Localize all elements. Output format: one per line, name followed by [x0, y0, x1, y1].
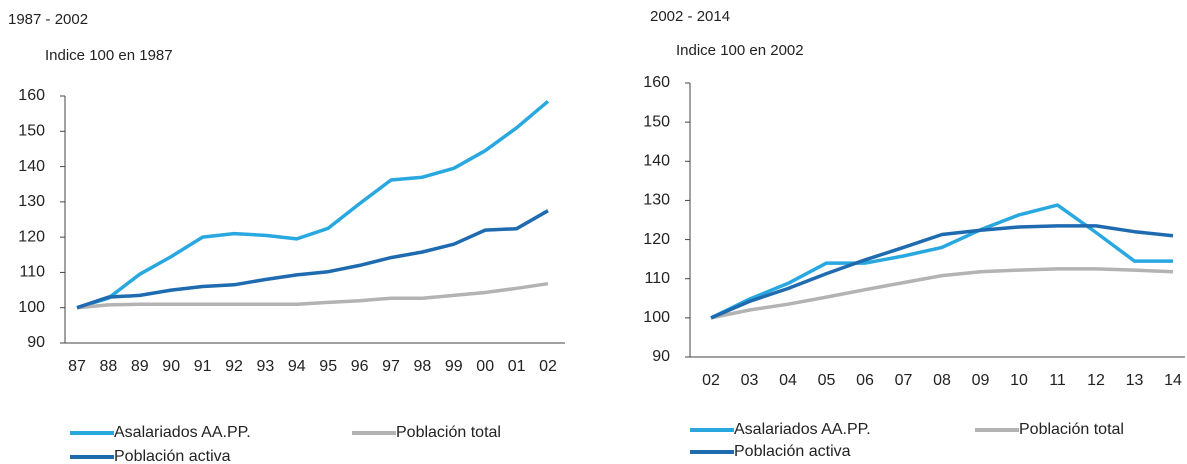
- x-tick-label: 06: [856, 372, 874, 389]
- legend-label: Población total: [1019, 421, 1124, 438]
- x-tick-label: 02: [539, 358, 557, 375]
- y-tick-label: 110: [644, 270, 670, 287]
- x-tick-label: 01: [508, 358, 526, 375]
- y-tick-label: 150: [18, 123, 45, 140]
- x-tick-label: 99: [445, 358, 463, 375]
- x-tick-label: 13: [1126, 372, 1144, 389]
- x-tick-label: 11: [1049, 372, 1066, 389]
- x-tick-label: 90: [162, 358, 180, 375]
- x-tick-label: 89: [131, 358, 149, 375]
- x-tick-label: 00: [476, 358, 494, 375]
- legend-label: Asalariados AA.PP.: [734, 421, 871, 438]
- legend-label: Asalariados AA.PP.: [114, 424, 251, 441]
- x-tick-label: 03: [741, 372, 759, 389]
- x-tick-label: 88: [100, 358, 118, 375]
- y-tick-label: 110: [19, 264, 45, 281]
- series-line: [76, 281, 549, 310]
- chart-subtitle: Indice 100 en 2002: [676, 42, 804, 59]
- x-tick-label: 92: [225, 358, 243, 375]
- x-tick-label: 87: [68, 358, 86, 375]
- y-tick-label: 130: [643, 192, 670, 209]
- x-tick-label: 97: [382, 358, 400, 375]
- y-tick-label: 90: [27, 334, 45, 351]
- series-line: [710, 267, 1174, 320]
- x-tick-label: 04: [779, 372, 797, 389]
- y-tick-label: 100: [18, 299, 45, 316]
- legend-label: Población activa: [114, 448, 231, 464]
- y-tick-label: 150: [643, 113, 670, 130]
- series-line: [76, 99, 550, 310]
- chart-subtitle: Indice 100 en 1987: [45, 47, 173, 64]
- x-tick-label: 91: [194, 358, 212, 375]
- y-tick-label: 160: [18, 87, 45, 104]
- y-tick-label: 160: [643, 74, 670, 91]
- y-tick-label: 140: [643, 153, 670, 170]
- x-tick-label: 14: [1164, 372, 1182, 389]
- x-tick-label: 09: [972, 372, 990, 389]
- x-tick-label: 02: [702, 372, 720, 389]
- y-tick-label: 120: [643, 231, 670, 248]
- y-tick-label: 100: [643, 309, 670, 326]
- x-tick-label: 10: [1010, 372, 1028, 389]
- y-tick-label: 120: [18, 228, 45, 245]
- x-tick-label: 08: [933, 372, 951, 389]
- x-tick-label: 96: [351, 358, 369, 375]
- legend-label: Población activa: [734, 443, 851, 460]
- legend-label: Población total: [396, 424, 501, 441]
- x-tick-label: 98: [414, 358, 432, 375]
- x-tick-label: 95: [319, 358, 337, 375]
- y-tick-label: 140: [18, 158, 45, 175]
- x-tick-label: 94: [288, 358, 306, 375]
- x-tick-label: 12: [1087, 372, 1105, 389]
- series-line: [710, 224, 1174, 320]
- x-tick-label: 07: [895, 372, 913, 389]
- y-tick-label: 130: [18, 193, 45, 210]
- x-tick-label: 93: [257, 358, 275, 375]
- series-line: [710, 203, 1173, 320]
- x-tick-label: 05: [818, 372, 836, 389]
- chart-title: 1987 - 2002: [8, 11, 88, 28]
- y-tick-label: 90: [652, 348, 670, 365]
- series-line: [76, 209, 549, 310]
- chart-title: 2002 - 2014: [650, 8, 730, 25]
